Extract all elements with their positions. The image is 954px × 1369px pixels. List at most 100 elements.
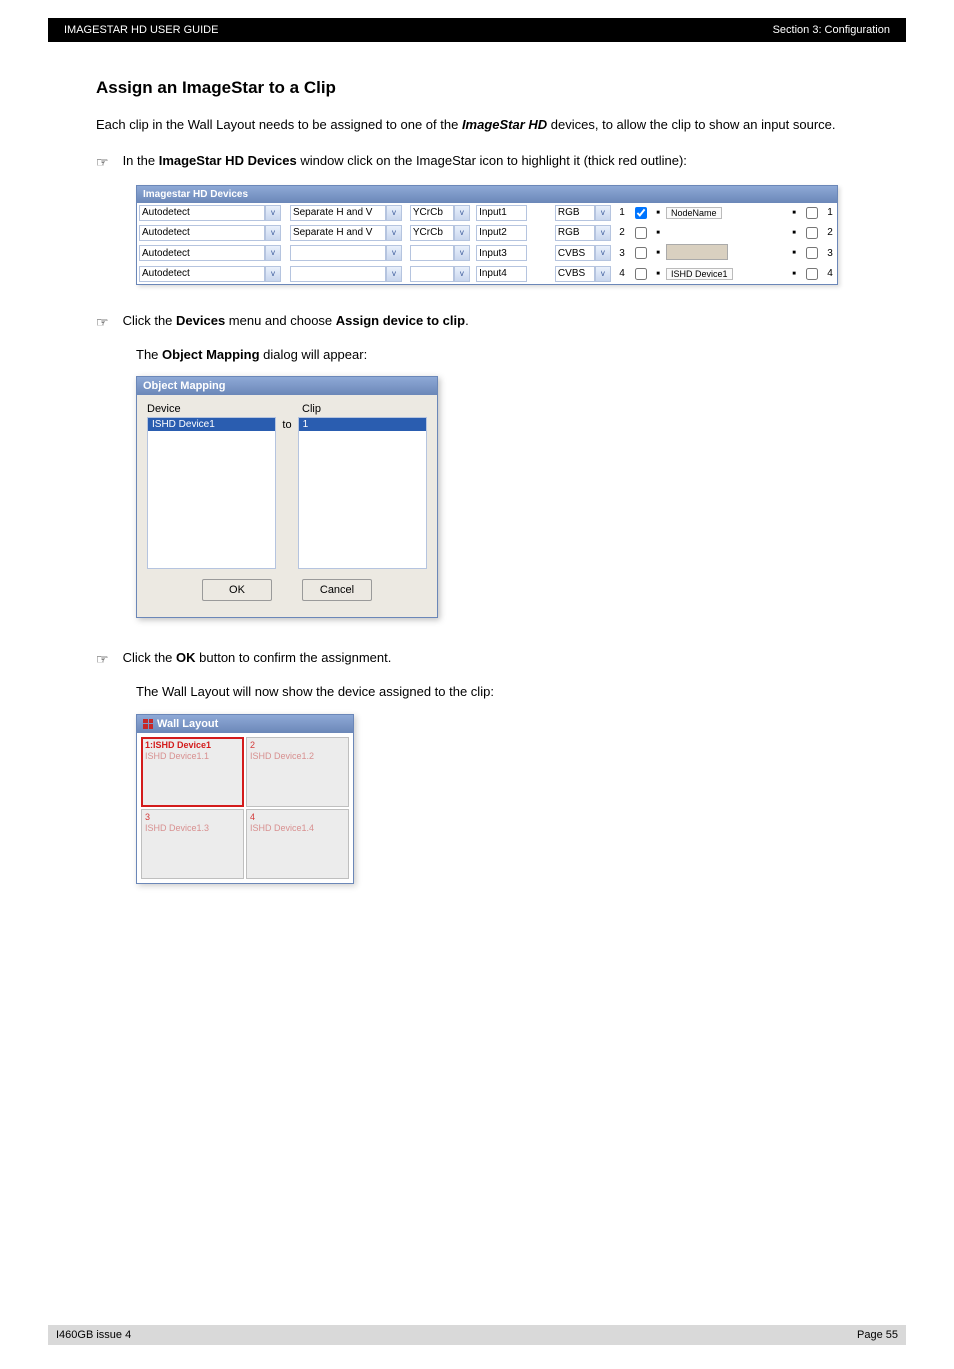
clip-device-sublabel: ISHD Device1.3	[145, 823, 240, 833]
row-checkbox[interactable]	[635, 207, 647, 219]
footer-right: Page 55	[857, 1329, 898, 1341]
devices-titlebar: Imagestar HD Devices	[137, 186, 837, 203]
section-title: Assign an ImageStar to a Clip	[96, 78, 858, 98]
device-select[interactable]	[290, 266, 386, 282]
device-select[interactable]	[410, 225, 454, 241]
device-select[interactable]	[410, 205, 454, 221]
device-select[interactable]	[555, 266, 595, 282]
clip-label: 3	[145, 812, 150, 822]
object-mapping-titlebar: Object Mapping	[137, 377, 437, 395]
header-left: IMAGESTAR HD USER GUIDE	[64, 24, 218, 36]
device-select[interactable]	[290, 225, 386, 241]
device-select[interactable]	[555, 225, 595, 241]
header-right: Section 3: Configuration	[773, 24, 890, 36]
device-select[interactable]	[410, 266, 454, 282]
step-1: ☞ In the ImageStar HD Devices window cli…	[96, 151, 858, 173]
connector-dot-icon: ■	[652, 243, 664, 264]
step-3-text: Click the OK button to confirm the assig…	[123, 648, 858, 668]
device-select[interactable]	[290, 205, 386, 221]
footer-left: I460GB issue 4	[56, 1329, 131, 1341]
s3-seg-3: button to confirm the assignment.	[196, 650, 392, 665]
device-list-item[interactable]: ISHD Device1	[148, 418, 275, 431]
row-checkbox-right[interactable]	[806, 207, 818, 219]
ok-button[interactable]: OK	[202, 579, 272, 601]
device-row: vvvv3■■3	[137, 243, 837, 264]
chevron-down-icon[interactable]: v	[386, 225, 402, 241]
chevron-down-icon[interactable]: v	[454, 266, 470, 282]
chevron-down-icon[interactable]: v	[595, 245, 611, 261]
intro-seg-1: Each clip in the Wall Layout needs to be…	[96, 117, 462, 132]
wall-layout-title-text: Wall Layout	[157, 718, 218, 730]
row-index: 4	[615, 264, 629, 284]
row-checkbox-right[interactable]	[806, 268, 818, 280]
row-checkbox-right[interactable]	[806, 247, 818, 259]
device-select[interactable]	[555, 205, 595, 221]
s2a-3: dialog will appear:	[260, 347, 368, 362]
clip-device-sublabel: ISHD Device1.4	[250, 823, 345, 833]
row-checkbox[interactable]	[635, 247, 647, 259]
device-select[interactable]	[139, 266, 265, 282]
devices-table: vvvv1■NodeName■1vvvv2■■2vvvv3■■3vvvv4■IS…	[137, 203, 837, 284]
cancel-button[interactable]: Cancel	[302, 579, 372, 601]
wall-layout-cell[interactable]: 4ISHD Device1.4	[246, 809, 349, 879]
input-name-field[interactable]	[476, 245, 527, 261]
connector-dot-icon: ■	[788, 223, 800, 243]
chevron-down-icon[interactable]: v	[595, 205, 611, 221]
chevron-down-icon[interactable]: v	[265, 205, 281, 221]
s2-seg-5: .	[465, 313, 469, 328]
row-index-right: 1	[823, 203, 837, 223]
s2-seg-1: Click the	[123, 313, 176, 328]
wall-layout-cell[interactable]: 3ISHD Device1.3	[141, 809, 244, 879]
connector-dot-icon: ■	[788, 203, 800, 223]
device-select[interactable]	[555, 245, 595, 261]
row-index: 3	[615, 243, 629, 264]
device-select[interactable]	[410, 245, 454, 261]
intro-paragraph: Each clip in the Wall Layout needs to be…	[96, 116, 858, 135]
row-checkbox[interactable]	[635, 268, 647, 280]
device-thumbnail[interactable]	[666, 244, 728, 260]
chevron-down-icon[interactable]: v	[386, 245, 402, 261]
connector-dot-icon: ■	[652, 203, 664, 223]
chevron-down-icon[interactable]: v	[595, 266, 611, 282]
pointer-icon: ☞	[96, 649, 109, 670]
chevron-down-icon[interactable]: v	[386, 266, 402, 282]
wall-layout-cell[interactable]: 1:ISHD Device1ISHD Device1.1	[141, 737, 244, 807]
step-2-text: Click the Devices menu and choose Assign…	[123, 311, 858, 331]
row-checkbox-right[interactable]	[806, 227, 818, 239]
s2a-b: Object Mapping	[162, 347, 260, 362]
object-mapping-dialog: Object Mapping Device Clip ISHD Device1 …	[136, 376, 438, 618]
chevron-down-icon[interactable]: v	[386, 205, 402, 221]
s2-seg-b2: Assign device to clip	[336, 313, 465, 328]
clip-label: 1:ISHD Device1	[145, 740, 211, 750]
wall-layout-grid: 1:ISHD Device1ISHD Device1.12ISHD Device…	[137, 733, 353, 883]
step-3: ☞ Click the OK button to confirm the ass…	[96, 648, 858, 670]
connector-dot-icon: ■	[652, 264, 664, 284]
chevron-down-icon[interactable]: v	[265, 245, 281, 261]
clip-list-item[interactable]: 1	[299, 418, 426, 431]
chevron-down-icon[interactable]: v	[454, 205, 470, 221]
device-select[interactable]	[290, 245, 386, 261]
chevron-down-icon[interactable]: v	[265, 225, 281, 241]
input-name-field[interactable]	[476, 205, 527, 221]
wall-layout-cell[interactable]: 2ISHD Device1.2	[246, 737, 349, 807]
device-select[interactable]	[139, 205, 265, 221]
chevron-down-icon[interactable]: v	[454, 245, 470, 261]
row-index: 2	[615, 223, 629, 243]
clip-label: Clip	[302, 403, 427, 415]
device-select[interactable]	[139, 225, 265, 241]
chevron-down-icon[interactable]: v	[265, 266, 281, 282]
input-name-field[interactable]	[476, 266, 527, 282]
row-checkbox[interactable]	[635, 227, 647, 239]
intro-seg-bold: ImageStar HD	[462, 117, 547, 132]
device-select[interactable]	[139, 245, 265, 261]
wall-layout-titlebar: Wall Layout	[137, 715, 353, 733]
clip-device-sublabel: ISHD Device1.1	[145, 751, 240, 761]
wall-layout-icon	[143, 719, 153, 729]
device-list[interactable]: ISHD Device1	[147, 417, 276, 569]
input-name-field[interactable]	[476, 225, 527, 241]
node-label: ISHD Device1	[666, 268, 733, 280]
chevron-down-icon[interactable]: v	[454, 225, 470, 241]
chevron-down-icon[interactable]: v	[595, 225, 611, 241]
clip-list[interactable]: 1	[298, 417, 427, 569]
page-footer-bar: I460GB issue 4 Page 55	[48, 1325, 906, 1345]
